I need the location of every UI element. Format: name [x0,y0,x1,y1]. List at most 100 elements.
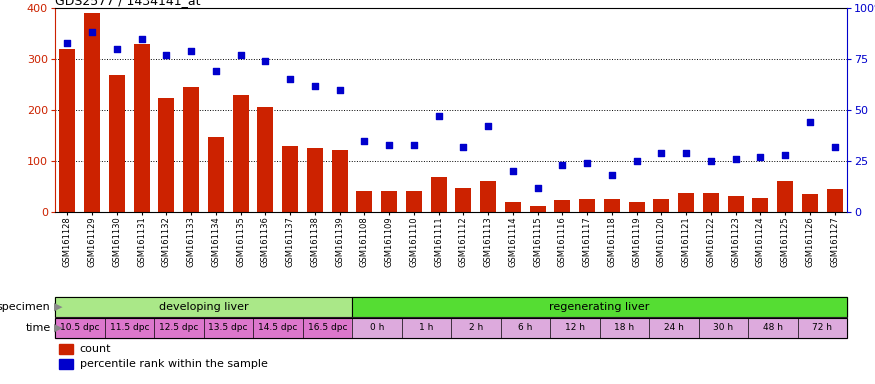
Point [284,76,298,83]
Point [308,83,322,89]
Bar [599,318,649,338]
Text: GDS2577 / 1434141_at: GDS2577 / 1434141_at [55,0,200,7]
Text: 13.5 dpc: 13.5 dpc [208,323,248,333]
Text: 11.5 dpc: 11.5 dpc [109,323,149,333]
Text: 24 h: 24 h [664,323,683,333]
Text: 0 h: 0 h [369,323,384,333]
Bar [158,98,174,212]
Bar [505,202,521,212]
Bar [406,190,422,212]
Point [556,162,570,168]
Point [234,52,248,58]
Bar [59,344,74,354]
Point [580,160,594,166]
Bar [352,318,402,338]
Text: count: count [80,344,111,354]
Point [258,58,272,64]
Point [481,123,495,129]
Bar [332,150,347,212]
Bar [550,318,599,338]
Bar [108,75,125,212]
Bar [208,137,224,212]
Point [679,150,693,156]
Bar [827,189,843,212]
Text: 12 h: 12 h [564,323,584,333]
Point [457,144,471,150]
Bar [703,193,719,212]
Text: developing liver: developing liver [158,302,248,312]
Point [654,150,668,156]
Bar [500,318,550,338]
Bar [84,13,100,212]
Point [778,152,792,158]
Bar [134,44,150,212]
Bar [678,193,694,212]
Bar [154,318,204,338]
Bar [579,199,595,212]
Bar [604,199,620,212]
Point [382,142,396,148]
Bar [253,318,303,338]
Point [135,36,149,42]
Bar [60,49,75,212]
Bar [307,148,323,212]
Bar [797,318,847,338]
Text: specimen: specimen [0,302,51,312]
Text: 18 h: 18 h [614,323,634,333]
Point [407,142,421,148]
Bar [654,199,669,212]
Point [184,48,198,54]
Point [605,172,619,178]
Bar [529,206,546,212]
Point [85,30,99,36]
Text: 30 h: 30 h [713,323,733,333]
Bar [233,95,248,212]
Point [159,52,173,58]
Bar [430,177,446,212]
Bar [628,202,645,212]
Text: 48 h: 48 h [763,323,783,333]
Bar [352,297,847,317]
Bar [104,318,154,338]
Bar [204,318,253,338]
Point [530,184,544,190]
Bar [802,194,818,212]
Text: regenerating liver: regenerating liver [550,302,649,312]
Text: 10.5 dpc: 10.5 dpc [60,323,100,333]
Bar [356,190,373,212]
Bar [451,318,500,338]
Text: percentile rank within the sample: percentile rank within the sample [80,359,268,369]
Bar [455,187,472,212]
Point [357,137,371,144]
Point [60,40,74,46]
Text: 16.5 dpc: 16.5 dpc [307,323,347,333]
Bar [282,146,298,212]
Text: 14.5 dpc: 14.5 dpc [258,323,298,333]
Bar [728,196,744,212]
Point [729,156,743,162]
Point [431,113,445,119]
Point [332,86,346,93]
Text: 1 h: 1 h [419,323,433,333]
Point [630,158,644,164]
Bar [698,318,748,338]
Point [803,119,817,125]
Bar [55,318,104,338]
Bar [777,181,793,212]
Bar [59,359,74,369]
Point [828,144,842,150]
Bar [555,200,570,212]
Point [753,154,767,160]
Text: time: time [25,323,51,333]
Text: 12.5 dpc: 12.5 dpc [159,323,199,333]
Text: 6 h: 6 h [518,323,532,333]
Bar [55,297,352,317]
Bar [303,318,352,338]
Point [209,68,223,74]
Bar [480,181,496,212]
Bar [382,190,397,212]
Point [110,46,124,52]
Bar [402,318,451,338]
Bar [257,108,273,212]
Point [506,168,520,174]
